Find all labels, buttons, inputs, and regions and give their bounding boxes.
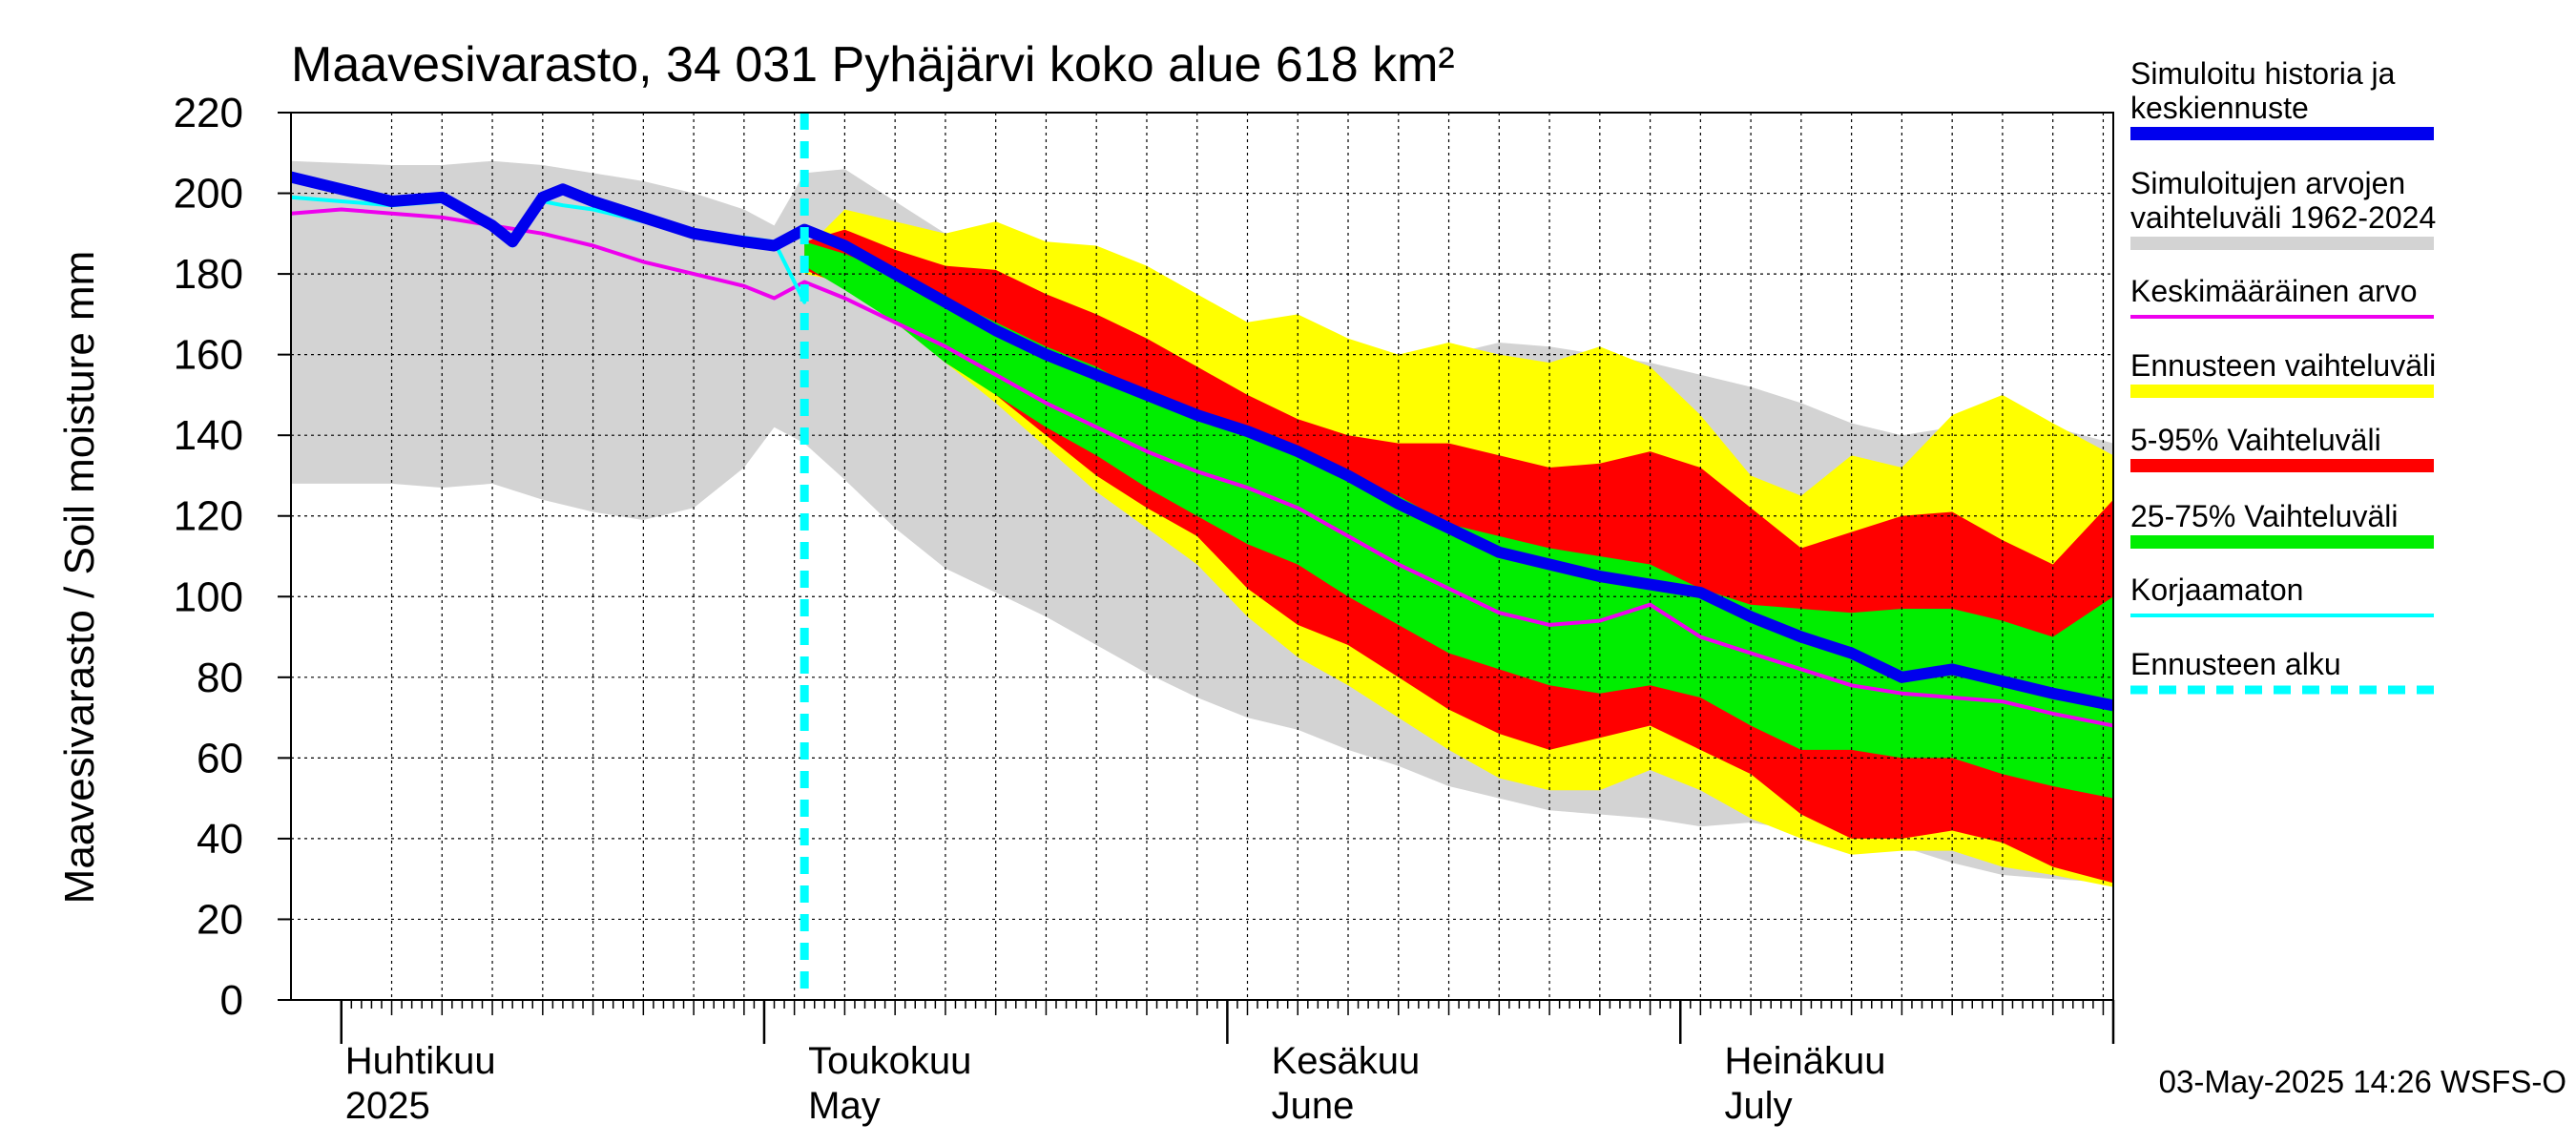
y-tick-label: 40 (197, 816, 243, 863)
legend-label: Simuloitu historia ja (2130, 56, 2396, 91)
y-tick-label: 180 (174, 251, 243, 298)
month-sublabel: 2025 (345, 1085, 430, 1127)
chart-title: Maavesivarasto, 34 031 Pyhäjärvi koko al… (291, 37, 1455, 93)
month-label: Huhtikuu (345, 1040, 496, 1082)
plot-frame (290, 112, 2114, 1001)
legend-label: Ennusteen vaihteluväli (2130, 348, 2436, 383)
mean-line (291, 207, 2113, 728)
y-tick-label: 0 (220, 977, 243, 1024)
y-tick-label: 60 (197, 735, 243, 781)
plot-area (291, 160, 2113, 887)
y-axis-label: Maavesivarasto / Soil moisture mm (56, 251, 103, 905)
y-tick-label: 160 (174, 332, 243, 379)
simulated-median-line (291, 171, 2113, 712)
legend-label: Keskimääräinen arvo (2130, 274, 2418, 308)
legend-label: 25-75% Vaihteluväli (2130, 499, 2398, 533)
y-axis: 0 20 40 60 80 100 120 140 160 180 200 220 (174, 90, 291, 1024)
p25-75-band (804, 241, 2113, 799)
legend-label: keskiennuste (2130, 91, 2309, 125)
y-tick-label: 120 (174, 493, 243, 540)
y-tick-label: 100 (174, 573, 243, 620)
legend-label: Korjaamaton (2130, 572, 2303, 607)
legend-label: Ennusteen alku (2130, 647, 2341, 681)
legend-label: 5-95% Vaihteluväli (2130, 423, 2381, 457)
y-tick-label: 80 (197, 655, 243, 701)
month-sublabel: July (1724, 1085, 1792, 1127)
month-label: Kesäkuu (1272, 1040, 1421, 1082)
month-label: Toukokuu (808, 1040, 971, 1082)
month-sublabel: May (808, 1085, 881, 1127)
month-label: Heinäkuu (1724, 1040, 1885, 1082)
footer-timestamp: 03-May-2025 14:26 WSFS-O (2159, 1064, 2566, 1099)
month-sublabel: June (1272, 1085, 1355, 1127)
legend-label: vaihteluväli 1962-2024 (2130, 200, 2436, 235)
y-tick-label: 140 (174, 412, 243, 459)
series-lines (291, 113, 2113, 1000)
y-tick-label: 20 (197, 896, 243, 943)
y-tick-label: 220 (174, 90, 243, 136)
legend-label: Simuloitujen arvojen (2130, 166, 2405, 200)
y-tick-label: 200 (174, 171, 243, 218)
